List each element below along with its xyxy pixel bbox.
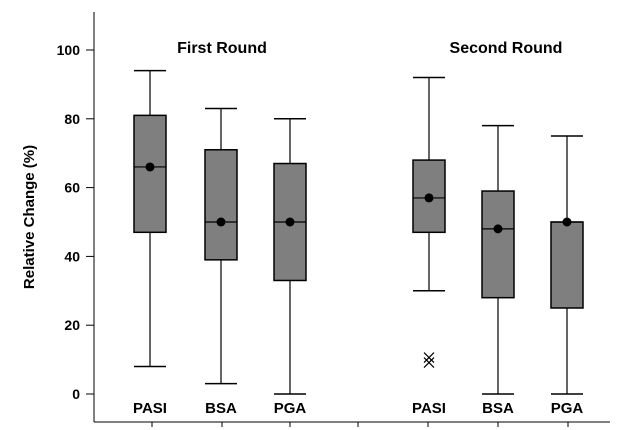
box-1-bsa [481, 124, 515, 395]
group-titles: First Round Second Round [177, 40, 562, 57]
box-0-pga [273, 118, 307, 395]
category-label-0-pasi: PASI [133, 400, 167, 417]
y-tick-label-100: 100 [57, 42, 81, 58]
mean-marker [145, 162, 155, 172]
group-title-1: Second Round [450, 40, 563, 57]
axes [86, 12, 610, 427]
category-labels: PASI BSA PGA PASI BSA PGA [133, 400, 583, 417]
y-tick-label-80: 80 [64, 111, 80, 127]
group-title-0: First Round [177, 40, 267, 57]
box-iqr [204, 149, 238, 261]
box-1-pga [550, 135, 584, 395]
y-tick-label-40: 40 [64, 248, 80, 264]
box-iqr [550, 221, 584, 309]
box-0-bsa [204, 107, 238, 385]
box-0-pasi [133, 69, 167, 368]
mean-marker [285, 217, 295, 227]
mean-marker [493, 224, 503, 234]
outlier-marker-0-b [423, 357, 435, 369]
boxes [133, 69, 584, 395]
mean-marker [562, 217, 572, 227]
y-axis-label: Relative Change (%) [21, 145, 38, 289]
box-1-pasi [412, 76, 446, 369]
category-label-0-bsa: BSA [205, 400, 237, 417]
y-tick-label-0: 0 [72, 386, 80, 402]
category-label-1-bsa: BSA [482, 400, 514, 417]
outlier-marker-0 [423, 352, 435, 364]
mean-marker [216, 217, 226, 227]
category-label-1-pasi: PASI [412, 400, 446, 417]
y-tick-labels: 0 20 40 60 80 100 [57, 42, 81, 402]
box-iqr [481, 190, 515, 299]
y-tick-label-60: 60 [64, 180, 80, 196]
category-label-0-pga: PGA [274, 400, 307, 417]
box-iqr [133, 114, 167, 234]
category-label-1-pga: PGA [551, 400, 584, 417]
mean-marker [424, 193, 434, 203]
y-tick-label-20: 20 [64, 317, 80, 333]
